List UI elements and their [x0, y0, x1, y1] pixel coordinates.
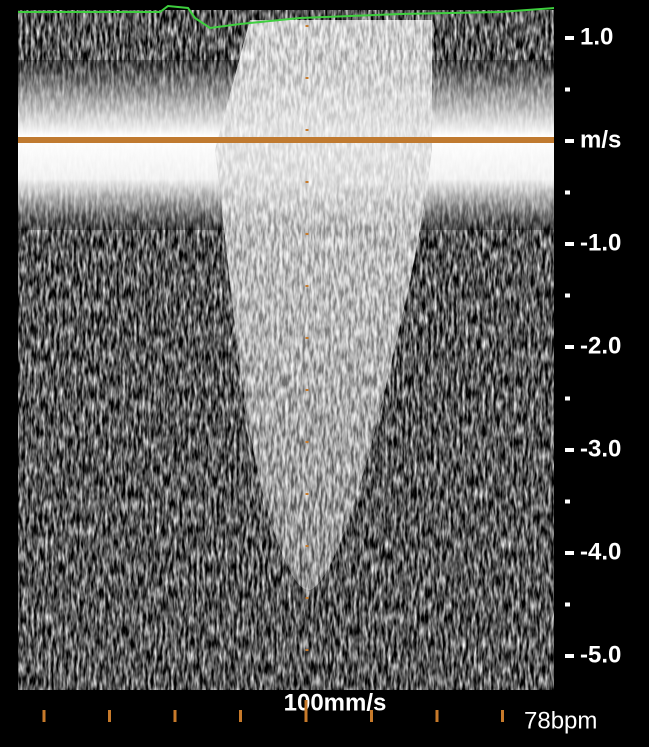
scale-label: -5.0: [580, 641, 621, 668]
scale-label: -4.0: [580, 538, 621, 565]
scale-tick: [565, 242, 574, 246]
scale-tick: [565, 551, 574, 555]
scale-label: 1.0: [580, 23, 613, 50]
scale-minor-tick: [565, 191, 570, 195]
scale-label: m/s: [580, 126, 621, 153]
scale-minor-tick: [565, 397, 570, 401]
scale-minor-tick: [565, 294, 570, 298]
baseline: [18, 137, 555, 143]
scale-minor-tick: [565, 500, 570, 504]
scale-minor-tick: [565, 88, 570, 92]
doppler-display: 100mm/s 78bpm 1.0m/s-1.0-2.0-3.0-4.0-5.0: [0, 0, 649, 747]
scale-tick: [565, 139, 574, 143]
scale-label: -2.0: [580, 332, 621, 359]
heart-rate: 78bpm: [524, 707, 597, 734]
scale-tick: [565, 448, 574, 452]
ultrasound-screen: 100mm/s 78bpm 1.0m/s-1.0-2.0-3.0-4.0-5.0: [0, 0, 649, 747]
scale-tick: [565, 36, 574, 40]
scale-label: -1.0: [580, 229, 621, 256]
scale-tick: [565, 345, 574, 349]
scale-tick: [565, 654, 574, 658]
scale-label: -3.0: [580, 435, 621, 462]
scale-minor-tick: [565, 603, 570, 607]
